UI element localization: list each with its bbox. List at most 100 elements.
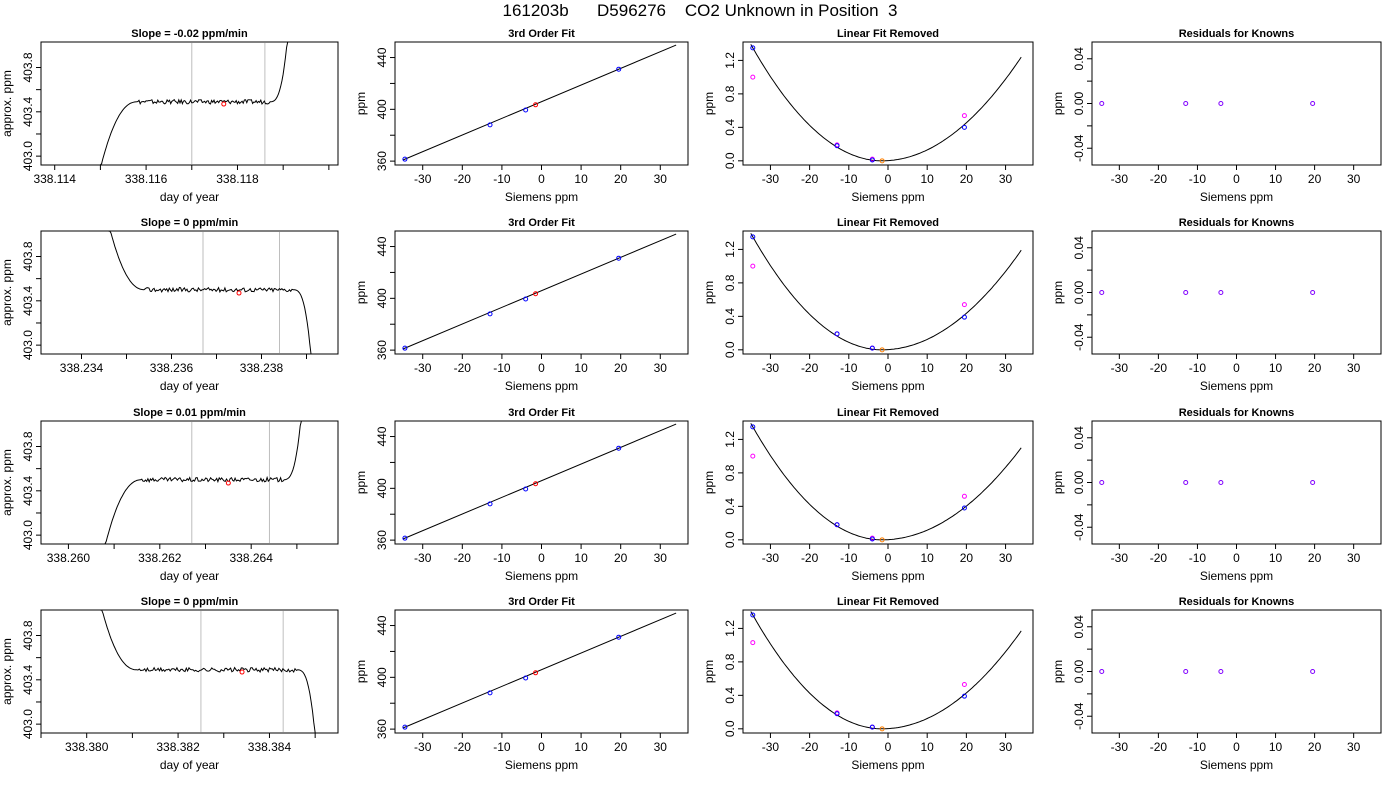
known-point	[523, 296, 529, 302]
x-tick-label: 10	[574, 172, 588, 186]
unknown-point	[533, 102, 539, 108]
plot-frame	[1091, 230, 1382, 355]
plot-frame	[40, 609, 339, 734]
x-tick-label: 0	[1233, 172, 1240, 186]
unknown-point	[879, 158, 885, 164]
unknown-point	[879, 726, 885, 732]
y-tick-label: 1.2	[723, 241, 737, 258]
known-point	[834, 522, 840, 528]
y-tick-label: 0.00	[1072, 659, 1086, 683]
y-axis-label: ppm	[1051, 471, 1065, 494]
known-point	[523, 107, 529, 113]
y-tick-label: 0.8	[723, 653, 737, 670]
x-tick-label: 10	[1269, 361, 1283, 375]
x-tick-label: 30	[999, 551, 1013, 565]
x-tick-label: -10	[493, 361, 511, 375]
x-tick-label: -10	[840, 551, 858, 565]
raw-point	[750, 74, 756, 80]
x-axis-label: Siemens ppm	[1200, 190, 1273, 204]
x-tick-label: 10	[574, 361, 588, 375]
residual-point	[1099, 101, 1105, 106]
x-tick-label: 10	[1269, 172, 1283, 186]
unknown-point	[533, 481, 539, 487]
x-tick-label: -30	[762, 551, 780, 565]
x-axis-label: Siemens ppm	[1200, 379, 1273, 393]
x-tick-label: -20	[454, 740, 472, 754]
residual-point	[1099, 669, 1105, 674]
x-tick-label: -20	[454, 172, 472, 186]
panel-title: Residuals for Knowns	[1179, 407, 1295, 419]
x-tick-label: 30	[999, 172, 1013, 186]
x-tick-label: 10	[574, 740, 588, 754]
unknown-point	[533, 670, 539, 676]
unknown-marker	[236, 290, 242, 296]
y-tick-label: 403.0	[21, 330, 35, 360]
panel-title: 3rd Order Fit	[508, 217, 575, 229]
x-tick-label: 0	[538, 740, 545, 754]
unknown-marker	[221, 101, 227, 107]
y-axis-label: ppm	[354, 92, 368, 115]
known-point	[402, 535, 408, 541]
x-tick-label: -10	[1189, 361, 1207, 375]
panel-title: Residuals for Knowns	[1179, 217, 1295, 229]
x-tick-label: 10	[921, 740, 935, 754]
x-tick-label: -30	[762, 361, 780, 375]
trace-line	[100, 41, 289, 166]
y-tick-label: 403.4	[21, 96, 35, 126]
x-tick-label: 338.238	[240, 361, 284, 375]
y-tick-label: -0.04	[1072, 134, 1086, 162]
y-tick-label: 403.4	[21, 475, 35, 505]
x-tick-label: -30	[414, 551, 432, 565]
y-tick-label: 360	[375, 151, 389, 171]
x-axis-label: Siemens ppm	[1200, 758, 1273, 772]
y-tick-label: 440	[375, 426, 389, 446]
known-point	[616, 255, 622, 261]
x-tick-label: -30	[1111, 551, 1129, 565]
y-tick-label: 403.8	[21, 241, 35, 271]
known-point	[750, 234, 756, 240]
residual-point	[1183, 290, 1189, 295]
known-point	[869, 345, 875, 351]
x-tick-label: -30	[762, 740, 780, 754]
panel-linear-3	[738, 420, 1034, 549]
y-tick-label: 0.8	[723, 85, 737, 102]
x-tick-label: 20	[614, 172, 628, 186]
fit-line	[402, 44, 677, 161]
x-tick-label: 20	[1308, 361, 1322, 375]
x-tick-label: 30	[1347, 740, 1361, 754]
residual-point	[1310, 290, 1316, 295]
x-tick-label: 338.262	[138, 551, 182, 565]
x-tick-label: 30	[999, 361, 1013, 375]
plot-frame	[394, 41, 689, 166]
fit-curve	[750, 233, 1022, 351]
x-axis-label: Siemens ppm	[505, 190, 578, 204]
x-tick-label: 30	[654, 361, 668, 375]
x-tick-label: -20	[454, 361, 472, 375]
residual-point	[1183, 101, 1189, 106]
y-tick-label: 403.8	[21, 52, 35, 82]
plot-frame	[1091, 420, 1382, 545]
panel-residuals-1	[1087, 41, 1382, 170]
known-point	[750, 45, 756, 51]
panel-time-series-2	[36, 230, 339, 359]
known-point	[523, 486, 529, 492]
y-tick-label: 0.04	[1072, 47, 1086, 71]
x-tick-label: 0	[885, 361, 892, 375]
trace-line	[104, 420, 302, 545]
panel-time-series-4	[36, 609, 339, 738]
residual-point	[1099, 480, 1105, 485]
x-tick-label: 30	[654, 172, 668, 186]
x-tick-label: -10	[840, 172, 858, 186]
panel-title: Linear Fit Removed	[837, 596, 939, 608]
y-tick-label: 0.4	[723, 119, 737, 136]
x-tick-label: -10	[1189, 172, 1207, 186]
x-tick-label: 0	[1233, 361, 1240, 375]
panel-title: Residuals for Knowns	[1179, 28, 1295, 40]
known-point	[487, 501, 493, 507]
y-tick-label: 1.2	[723, 52, 737, 69]
x-axis-label: Siemens ppm	[851, 758, 924, 772]
x-tick-label: -10	[1189, 551, 1207, 565]
y-tick-label: 440	[375, 615, 389, 635]
x-tick-label: -30	[414, 740, 432, 754]
unknown-point	[533, 291, 539, 297]
